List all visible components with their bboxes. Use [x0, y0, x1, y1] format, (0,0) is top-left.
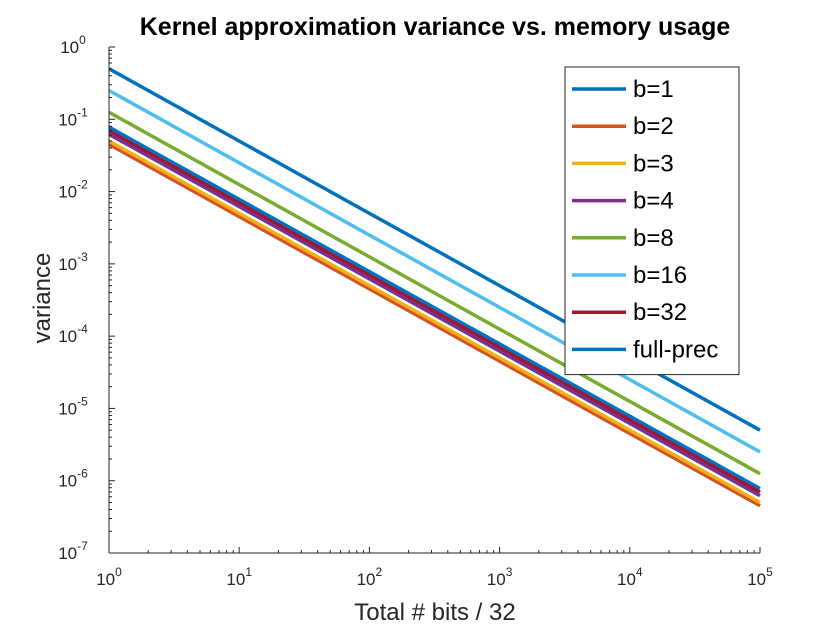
legend: b=1 b=2 b=3 b=4 b=8 b=16 b=32 full-prec: [564, 66, 740, 376]
axes: 100 101 102 103 104 105 10-7 10-6 10-5 10-4 10-3 10…: [58, 33, 773, 589]
y-tick-label: 10-5: [58, 394, 88, 418]
series-line-b-4: [108, 132, 761, 498]
y-tick-label: 100: [60, 33, 86, 57]
x-tick-label: 103: [487, 565, 513, 589]
y-tick-label: 10-2: [58, 178, 88, 202]
legend-box: [564, 66, 740, 376]
y-tick-label: 10-6: [58, 467, 88, 491]
chart-title: Kernel approximation variance vs. memory…: [140, 13, 731, 41]
y-axis-label: variance: [29, 253, 56, 344]
legend-label: b=16: [633, 262, 687, 289]
legend-label: b=3: [633, 150, 674, 177]
legend-label: full-prec: [633, 336, 718, 363]
series-line-b-2: [108, 142, 761, 508]
series-line-b-32: [108, 128, 761, 494]
x-tick-label: 102: [357, 565, 383, 589]
plot-area: [108, 67, 761, 508]
legend-label: b=4: [633, 188, 674, 215]
y-tick-label: 10-4: [58, 322, 88, 346]
legend-label: b=32: [633, 299, 687, 326]
legend-label: b=1: [633, 76, 674, 103]
series-line-b-8: [108, 110, 761, 476]
legend-label: b=2: [633, 113, 674, 140]
legend-label: b=8: [633, 225, 674, 252]
y-tick-label: 10-3: [58, 250, 88, 274]
x-tick-label: 104: [617, 565, 643, 589]
series-line-b-16: [108, 88, 761, 454]
x-tick-label: 101: [226, 565, 252, 589]
x-tick-label: 105: [747, 565, 773, 589]
series-line-full-prec: [108, 125, 761, 491]
y-tick-label: 10-1: [58, 105, 88, 129]
series-line-b-3: [108, 139, 761, 505]
x-tick-label: 100: [96, 565, 122, 589]
x-axis-label: Total # bits / 32: [354, 599, 515, 626]
y-tick-label: 10-7: [58, 539, 88, 563]
